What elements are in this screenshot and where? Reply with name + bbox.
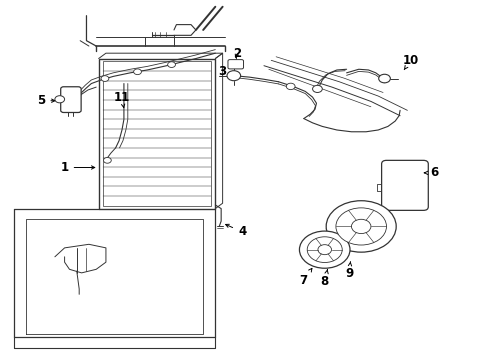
Text: 10: 10 [402,54,418,69]
Text: 2: 2 [233,47,241,60]
Circle shape [312,85,322,93]
Circle shape [167,62,175,67]
Circle shape [317,245,331,255]
Circle shape [325,201,395,252]
FancyBboxPatch shape [381,160,427,210]
Circle shape [103,157,111,163]
Text: 3: 3 [218,64,231,77]
Circle shape [133,69,141,75]
Text: 4: 4 [225,224,245,238]
FancyBboxPatch shape [61,87,81,112]
Circle shape [286,83,294,90]
Text: 7: 7 [298,269,311,287]
FancyBboxPatch shape [227,60,243,69]
Text: 8: 8 [320,270,328,288]
Circle shape [378,74,389,83]
Text: 11: 11 [114,91,130,108]
Text: 6: 6 [424,166,437,179]
Circle shape [306,237,342,262]
Circle shape [55,96,64,103]
Circle shape [101,76,109,81]
Circle shape [351,219,370,234]
Circle shape [335,208,386,245]
Text: 9: 9 [344,262,352,280]
Text: 1: 1 [61,161,95,174]
Circle shape [226,71,240,81]
Circle shape [299,231,349,268]
Text: 5: 5 [37,94,55,107]
